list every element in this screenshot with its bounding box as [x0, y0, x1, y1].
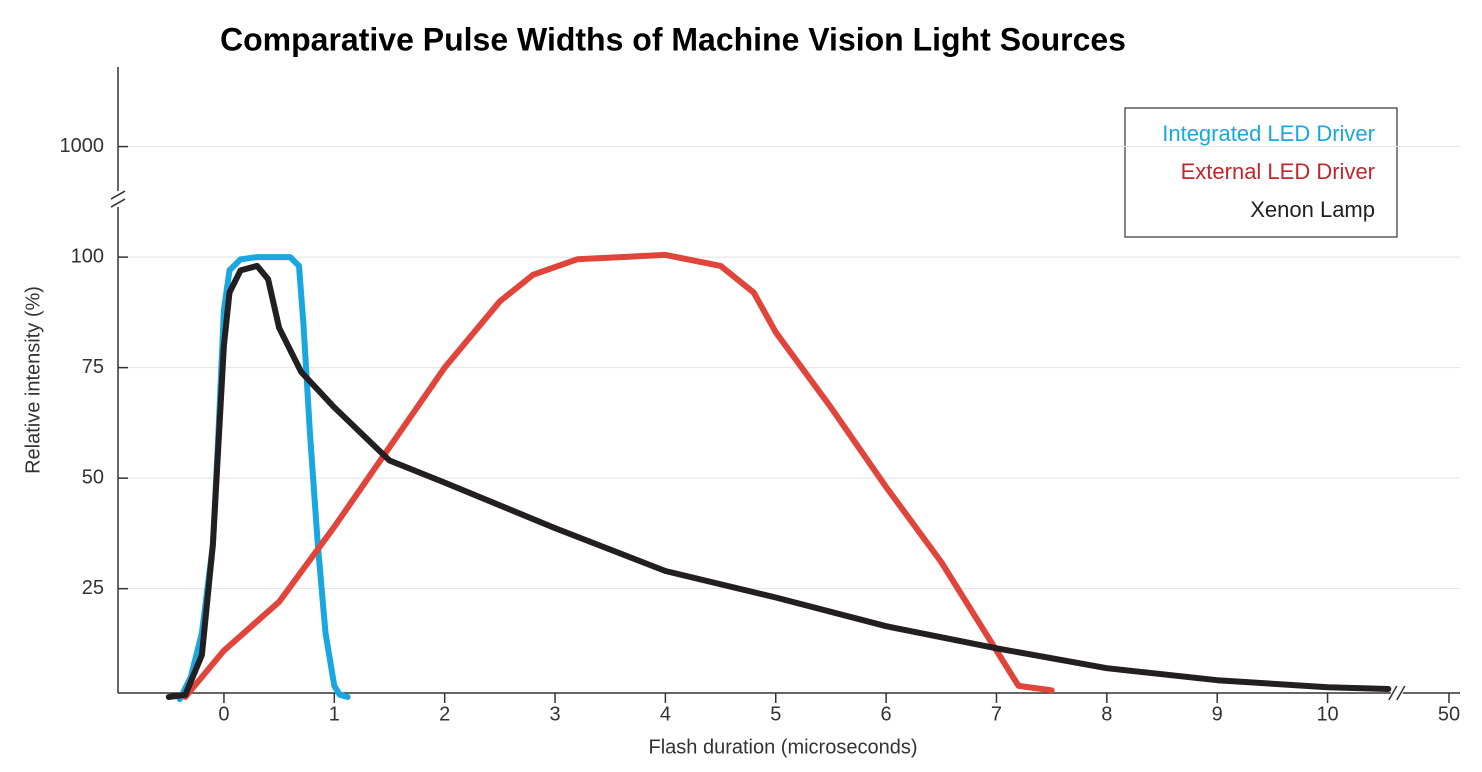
- x-tick-label: 5: [770, 703, 781, 725]
- x-tick-label: 6: [881, 703, 892, 725]
- legend-box: [1124, 107, 1398, 238]
- chart-title: Comparative Pulse Widths of Machine Visi…: [220, 21, 1126, 57]
- y-tick-label: 100: [71, 245, 104, 267]
- x-tick-label: 0: [218, 703, 229, 725]
- y-tick-label: 25: [82, 577, 104, 599]
- y-tick-label: 1000: [60, 135, 105, 157]
- x-tick-label: 3: [549, 703, 560, 725]
- y-tick-label: 50: [82, 466, 104, 488]
- x-tick-label: 1: [329, 703, 340, 725]
- x-axis-label: Flash duration (microseconds): [649, 736, 918, 758]
- axis-break: [1388, 685, 1398, 701]
- axis-break: [1396, 685, 1406, 701]
- x-tick-label: 2: [439, 703, 450, 725]
- legend-entry: External LED Driver: [1181, 159, 1375, 184]
- y-axis-label: Relative intensity (%): [22, 286, 44, 474]
- x-tick-label: 9: [1212, 703, 1223, 725]
- x-tick-label: 8: [1101, 703, 1112, 725]
- x-tick-label: 4: [660, 703, 671, 725]
- series-line: [165, 262, 1392, 700]
- x-tick-label: 7: [991, 703, 1002, 725]
- x-tick-label: 50: [1438, 703, 1460, 725]
- y-tick-label: 75: [82, 356, 104, 378]
- legend-entry: Xenon Lamp: [1250, 197, 1375, 222]
- legend-entry: Integrated LED Driver: [1162, 121, 1375, 146]
- series-line: [182, 251, 1055, 700]
- axis-break: [110, 198, 126, 208]
- x-tick-label: 10: [1316, 703, 1338, 725]
- axis-break: [110, 190, 126, 200]
